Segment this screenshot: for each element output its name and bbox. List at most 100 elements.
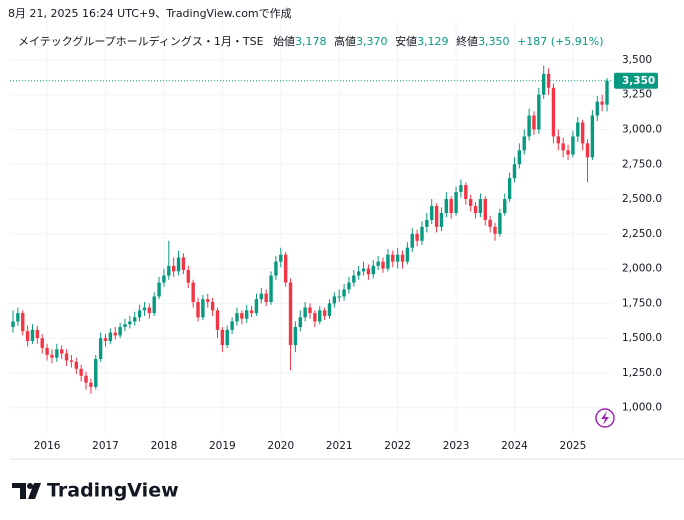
candle-body — [298, 317, 302, 328]
candle-body — [274, 261, 278, 276]
y-tick-label: 1,750.0 — [622, 297, 662, 309]
y-tick-label: 3,000.0 — [622, 123, 662, 135]
candle-body — [118, 327, 122, 336]
y-tick-label: 2,000.0 — [622, 263, 662, 275]
candle-body — [162, 275, 166, 283]
candle-body — [415, 233, 419, 241]
x-tick-label: 2023 — [443, 440, 470, 452]
candle-body — [595, 101, 599, 116]
legend-low-label: 安値 — [395, 34, 417, 48]
candle-body — [176, 257, 181, 272]
candle-body — [347, 282, 351, 290]
candle-body — [410, 233, 414, 248]
candle-body — [322, 310, 327, 316]
candle-body — [264, 293, 268, 302]
candle-body — [11, 321, 15, 328]
candle-body — [133, 317, 137, 322]
candle-body — [313, 313, 317, 322]
candle-body — [50, 354, 54, 358]
candle-body — [585, 143, 590, 158]
candle-body — [171, 265, 176, 272]
x-tick-label: 2022 — [384, 440, 411, 452]
candle-body — [556, 136, 561, 144]
candle-body — [420, 226, 424, 241]
candle-body — [40, 338, 44, 348]
x-tick-label: 2021 — [326, 440, 353, 452]
candle-body — [503, 199, 507, 213]
x-tick-label: 2017 — [92, 440, 119, 452]
candle-body — [571, 136, 575, 155]
candle-body — [391, 254, 395, 262]
candle-body — [478, 199, 483, 213]
candle-body — [69, 360, 74, 362]
candle-body — [103, 338, 108, 341]
candle-body — [201, 299, 205, 318]
candle-body — [94, 359, 98, 387]
candle-body — [303, 307, 307, 318]
candle-body — [220, 329, 225, 346]
candle-body — [444, 199, 449, 213]
candle-body — [147, 307, 152, 314]
candle-body — [254, 299, 259, 314]
candle-body — [430, 206, 434, 220]
candle-body — [425, 219, 429, 227]
x-tick-label: 2018 — [151, 440, 178, 452]
candle-body — [25, 331, 30, 341]
candle-body — [551, 87, 556, 137]
candle-body — [405, 247, 410, 262]
candle-body — [230, 321, 234, 330]
candle-body — [356, 271, 361, 276]
candle-body — [459, 185, 463, 193]
candle-body — [576, 122, 580, 137]
brand: TradingView — [47, 480, 179, 502]
candle-body — [366, 268, 371, 275]
candle-body — [59, 349, 64, 354]
candle-body — [45, 347, 49, 355]
candle-body — [395, 254, 400, 262]
alert-icon — [595, 408, 615, 428]
legend: メイテックグループホールディングス・1月・TSE 始値3,178 高値3,370… — [18, 34, 604, 48]
candle-body — [546, 73, 551, 88]
x-tick-label: 2024 — [501, 440, 528, 452]
candle-body — [473, 206, 478, 213]
candle-body — [293, 327, 298, 346]
candle-body — [55, 349, 59, 358]
candle-body — [352, 275, 356, 283]
legend-open-label: 始値 — [273, 34, 295, 48]
candle-body — [35, 329, 40, 339]
legend-change: +187 (+5.91%) — [517, 35, 603, 48]
candle-body — [537, 94, 541, 130]
candle-body — [196, 302, 200, 318]
candle-body — [84, 375, 88, 383]
candle-body — [464, 185, 468, 200]
candle-body — [79, 368, 83, 376]
candle-body — [400, 254, 405, 262]
candle-body — [157, 282, 161, 297]
candle-body — [225, 329, 229, 346]
x-tick-label: 2016 — [34, 440, 61, 452]
candle-body — [108, 332, 113, 341]
y-tick-label: 3,500 — [622, 54, 652, 66]
candle-body — [327, 303, 332, 316]
candle-body — [434, 206, 439, 227]
x-tick-label: 2019 — [209, 440, 236, 452]
y-tick-label: 2,250.0 — [622, 228, 662, 240]
candle-body — [532, 115, 536, 130]
candle-body — [376, 261, 380, 266]
candle-body — [245, 310, 249, 319]
candle-body — [113, 332, 117, 336]
legend-close-label: 終値 — [456, 34, 478, 48]
legend-open: 3,178 — [295, 35, 327, 48]
candle-body — [21, 313, 25, 332]
header: 8月 21, 2025 16:24 UTC+9、TradingView.comで… — [8, 7, 292, 20]
candle-body — [386, 254, 390, 269]
x-tick-label: 2020 — [267, 440, 294, 452]
legend-symbol: メイテックグループホールディングス・1月・TSE — [18, 34, 264, 48]
candle-body — [152, 296, 156, 314]
candle-body — [566, 150, 570, 155]
brand-logo — [12, 483, 41, 499]
candle-body — [279, 254, 283, 262]
legend-high-label: 高値 — [334, 34, 356, 48]
y-tick-label: 2,500.0 — [622, 193, 662, 205]
